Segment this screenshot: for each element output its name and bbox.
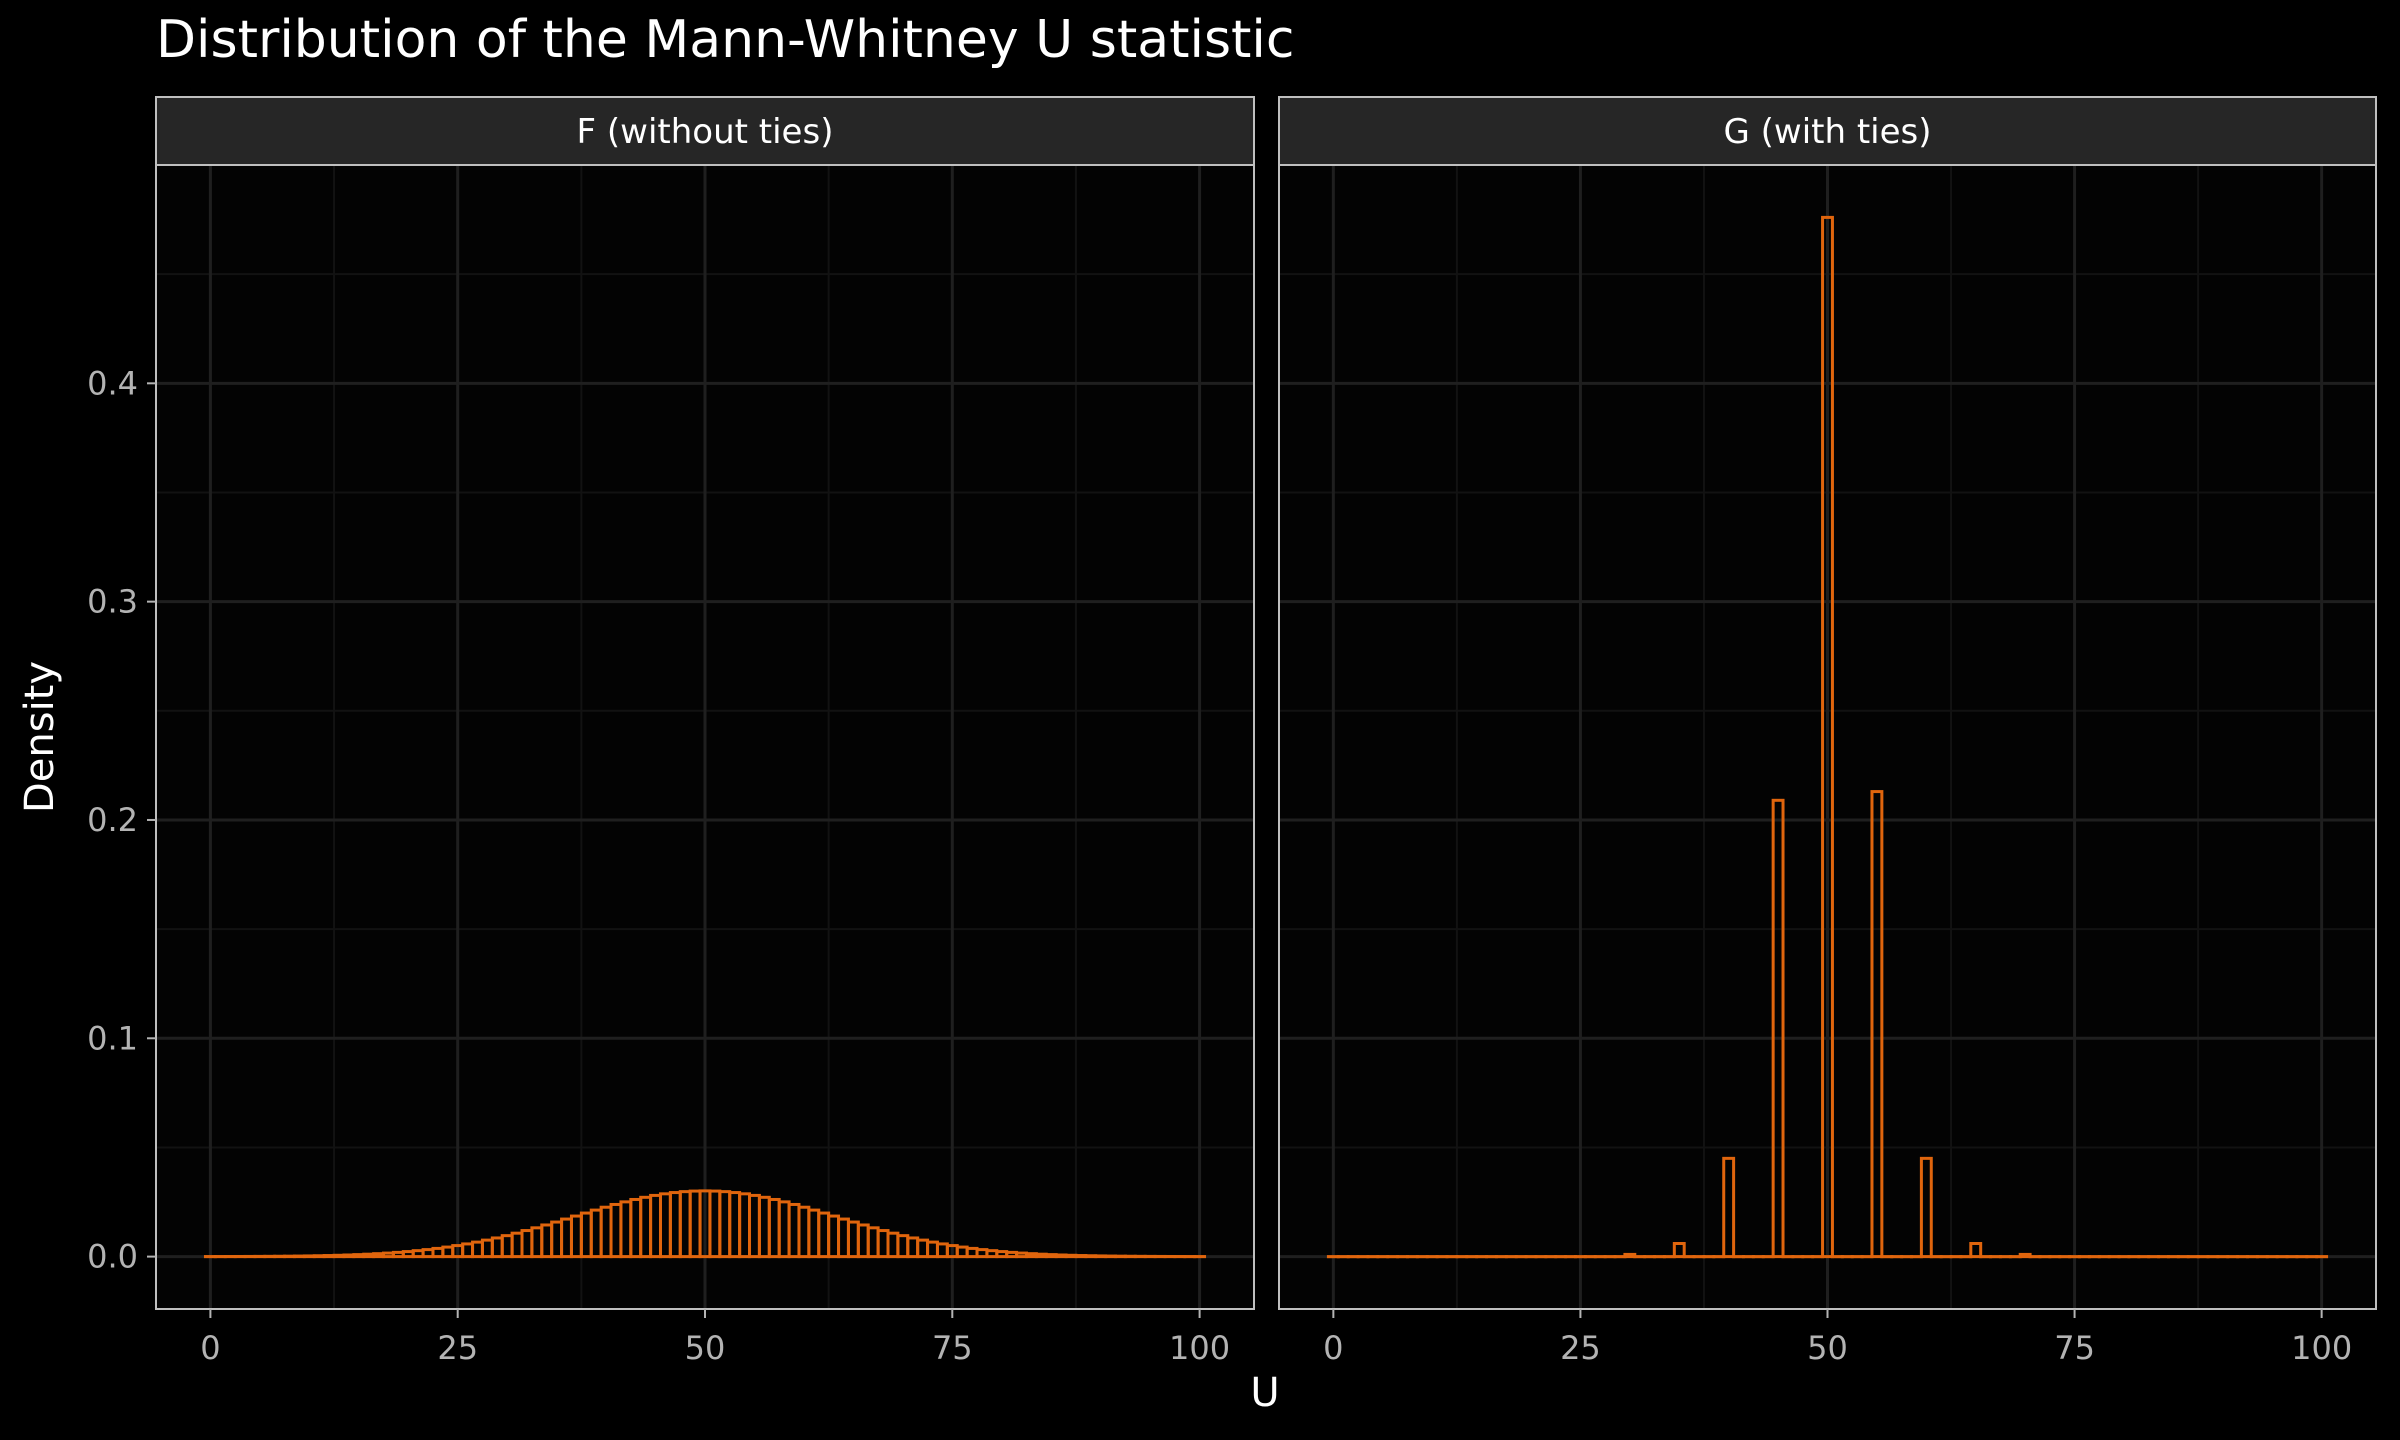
bar (1919, 1156, 1933, 1259)
bars-1 (203, 1189, 1207, 1259)
x-tick-label: 50 (1807, 1329, 1848, 1367)
x-tick-label: 75 (2054, 1329, 2095, 1367)
bar (1969, 1242, 1983, 1259)
x-tick-label: 0 (1323, 1329, 1343, 1367)
facet-strip (155, 96, 1255, 166)
y-axis-title: Density (17, 661, 63, 813)
y-tick-label: 0.2 (87, 801, 138, 839)
facet-panel-1: F (without ties) 0 25 50 75 100 0.0 0.1 0.2 0.3 0.… (87, 96, 1255, 1367)
x-tick-label: 75 (932, 1329, 973, 1367)
bar (1672, 1242, 1686, 1259)
x-tick-label: 50 (685, 1329, 726, 1367)
y-tick-label: 0.4 (87, 364, 138, 402)
y-tick-label: 0.1 (87, 1019, 138, 1057)
bar (1821, 215, 1834, 1259)
x-tick-label: 100 (2291, 1329, 2352, 1367)
y-tick-label: 0.0 (87, 1238, 138, 1276)
bars-2 (1326, 215, 2329, 1259)
facets: F (without ties) 0 25 50 75 100 0.0 0.1 0.2 0.3 0.… (87, 96, 2377, 1367)
x-tick-label: 100 (1169, 1329, 1230, 1367)
bar (1722, 1156, 1736, 1259)
x-tick-label: 0 (200, 1329, 220, 1367)
x-tick-label: 25 (437, 1329, 478, 1367)
facet-strip-label: G (with ties) (1723, 112, 1931, 152)
facet-strip (1278, 96, 2377, 166)
x-tick-label: 25 (1560, 1329, 1601, 1367)
facet-panel-2: G (with ties) 0 25 50 75 100 (1278, 96, 2377, 1367)
y-tick-label: 0.3 (87, 583, 138, 621)
bar (1771, 798, 1785, 1259)
x-axis-title: U (1250, 1370, 1279, 1416)
chart-title: Distribution of the Mann-Whitney U stati… (156, 10, 1294, 70)
bar (1870, 790, 1884, 1259)
facet-strip-label: F (without ties) (577, 112, 834, 152)
